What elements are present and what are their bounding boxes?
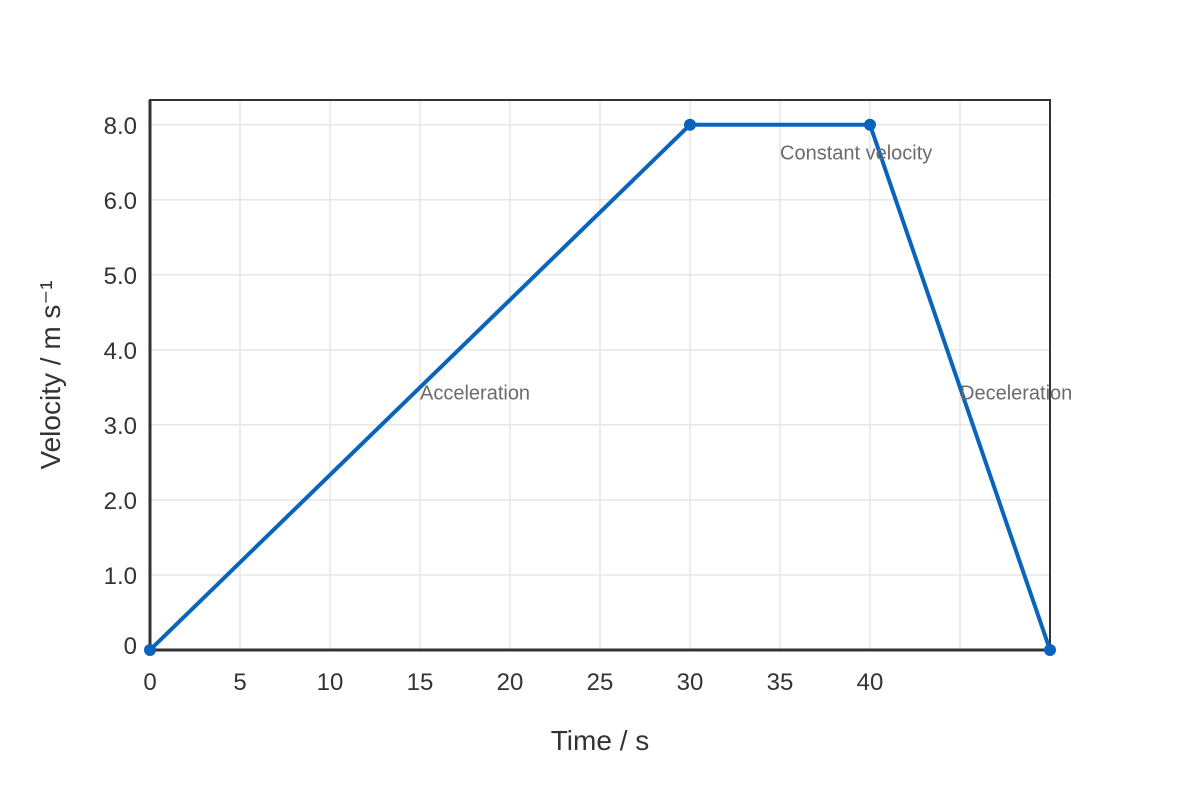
x-tick-label: 5 bbox=[233, 669, 246, 696]
annotation-label: Constant velocity bbox=[780, 143, 932, 165]
axes bbox=[148, 100, 1050, 652]
x-tick-label: 40 bbox=[857, 669, 884, 696]
series bbox=[144, 118, 1056, 656]
y-tick-label: 0 bbox=[124, 633, 137, 660]
y-tick-label: 5.0 bbox=[104, 263, 137, 290]
annotations: Acceleration Constant velocity Deceleratio… bbox=[420, 143, 1072, 405]
x-tick-label: 25 bbox=[587, 669, 614, 696]
annotation-label: Deceleration bbox=[960, 383, 1072, 405]
y-axis-title: Velocity / m s⁻¹ bbox=[35, 280, 66, 469]
y-tick-label: 6.0 bbox=[104, 188, 137, 215]
y-tick-label: 4.0 bbox=[104, 338, 137, 365]
x-tick-label: 20 bbox=[497, 669, 524, 696]
velocity-series-line bbox=[148, 122, 1052, 652]
y-tick-label: 1.0 bbox=[104, 563, 137, 590]
tick-labels: 0 5 10 15 20 25 30 35 40 0 1.0 2.0 3.0 4.0 5.0 6.0 8.0 bbox=[104, 113, 884, 696]
y-tick-label: 2.0 bbox=[104, 488, 137, 515]
x-tick-label: 30 bbox=[677, 669, 704, 696]
y-tick-label: 3.0 bbox=[104, 413, 137, 440]
data-point-marker bbox=[864, 118, 876, 131]
data-point-marker bbox=[684, 118, 696, 131]
data-point-marker bbox=[144, 644, 156, 656]
x-tick-label: 10 bbox=[317, 669, 344, 696]
data-point-marker bbox=[1044, 644, 1056, 656]
x-tick-label: 0 bbox=[143, 669, 156, 696]
x-tick-label: 35 bbox=[767, 669, 794, 696]
x-axis-title: Time / s bbox=[551, 725, 650, 756]
grid bbox=[150, 100, 1050, 650]
x-tick-label: 15 bbox=[407, 669, 434, 696]
y-tick-label: 8.0 bbox=[104, 113, 137, 140]
annotation-label: Acceleration bbox=[420, 383, 530, 405]
